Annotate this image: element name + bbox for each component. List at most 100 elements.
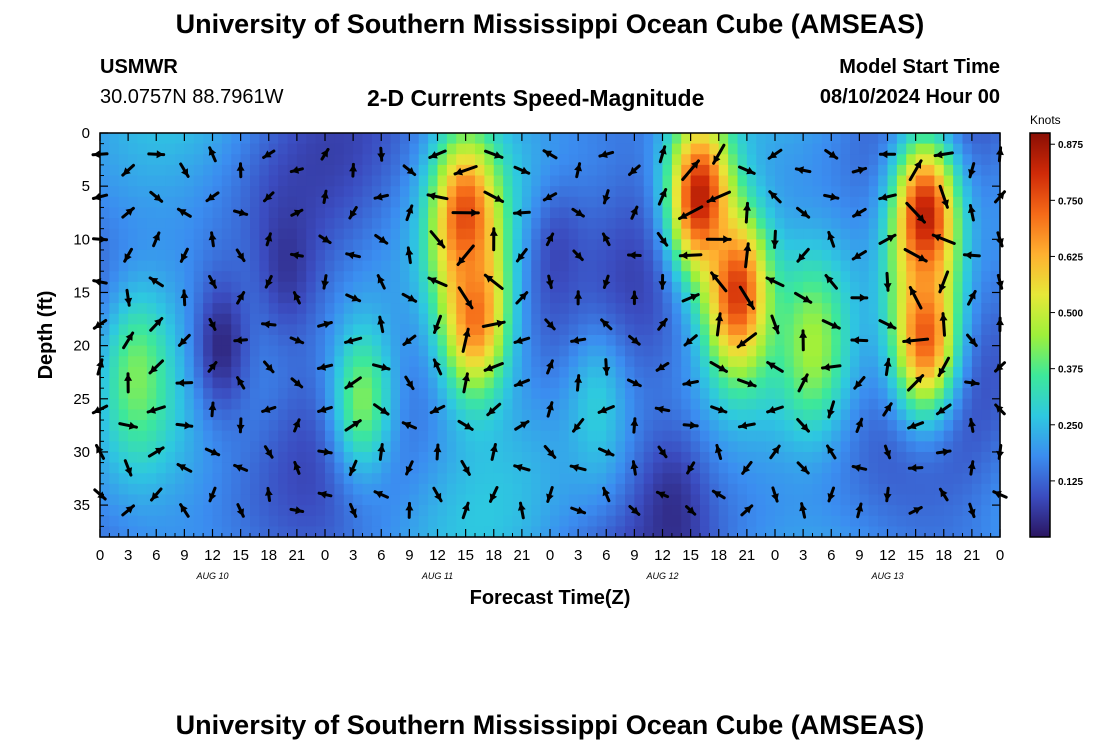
heat-cell: [503, 505, 514, 517]
heat-cell: [606, 154, 617, 166]
heat-cell: [175, 451, 185, 464]
heat-cell: [831, 164, 842, 177]
heat-cell: [193, 377, 204, 389]
heat-cell: [428, 260, 439, 272]
heat-cell: [371, 143, 382, 155]
heat-cell: [259, 345, 270, 357]
heat-cell: [540, 324, 551, 336]
vector-head: [150, 365, 158, 373]
heat-cell: [128, 345, 139, 357]
current-vector: [741, 460, 753, 475]
heat-cell: [381, 175, 392, 187]
heat-cell: [915, 324, 926, 336]
heat-cell: [784, 281, 795, 294]
heat-cell: [193, 154, 204, 166]
heat-cell: [596, 143, 607, 155]
heat-cell: [278, 366, 289, 379]
heat-cell: [812, 430, 823, 442]
heat-cell: [803, 218, 814, 230]
heat-cell: [943, 239, 954, 251]
heat-cell: [906, 249, 917, 262]
heat-cell: [315, 324, 326, 336]
heat-cell: [465, 335, 476, 347]
heat-cell: [240, 473, 251, 485]
heat-cell: [953, 281, 964, 294]
current-vector: [236, 162, 245, 179]
heat-cell: [934, 196, 945, 209]
chart-title: 2-D Currents Speed-Magnitude: [367, 85, 705, 111]
vector-head: [496, 319, 505, 328]
heat-cell: [709, 164, 720, 177]
heat-cell: [184, 175, 195, 187]
heat-cell: [606, 186, 617, 198]
heat-cell: [503, 473, 514, 485]
heat-cell: [259, 249, 270, 262]
heat-cell: [615, 451, 626, 464]
heat-cell: [100, 388, 110, 400]
heat-cell: [400, 398, 410, 411]
heat-cell: [193, 292, 204, 304]
heat-cell: [381, 441, 392, 453]
vector-head: [713, 491, 722, 499]
heat-cell: [128, 473, 139, 485]
heat-cell: [943, 281, 954, 294]
x-tick-label: 15: [682, 547, 699, 564]
heat-cell: [700, 324, 710, 336]
heat-cell: [859, 154, 870, 166]
heat-cell: [587, 324, 598, 336]
heat-cell: [756, 164, 767, 177]
current-vector: [427, 276, 448, 288]
heat-cell: [896, 249, 907, 262]
heat-cell: [428, 303, 439, 315]
heat-cell: [746, 505, 757, 517]
heat-cell: [512, 430, 523, 442]
heat-cell: [850, 356, 860, 368]
heat-cell: [315, 430, 326, 442]
heat-cell: [559, 356, 570, 368]
vector-head: [886, 321, 895, 329]
heat-cell: [953, 207, 964, 219]
heat-cell: [653, 462, 664, 474]
heat-cell: [540, 186, 551, 198]
heat-cell: [109, 335, 120, 347]
heat-cell: [943, 366, 954, 379]
heat-cell: [962, 420, 973, 432]
current-vector: [179, 247, 189, 263]
heat-cell: [690, 345, 701, 357]
heat-cell: [231, 515, 242, 527]
heat-cell: [737, 345, 748, 357]
heat-cell: [240, 420, 251, 432]
heat-cell: [231, 175, 242, 187]
heat-cell: [643, 154, 654, 166]
heat-cell: [409, 451, 420, 464]
heat-cell: [681, 228, 692, 240]
heat-cell: [559, 313, 570, 325]
heat-cell: [259, 451, 270, 464]
heat-cell: [971, 271, 982, 283]
heat-cell: [371, 260, 382, 272]
heat-cell: [728, 388, 739, 400]
vector-head: [630, 461, 639, 470]
heat-cell: [981, 218, 992, 230]
current-vector: [148, 359, 164, 375]
heat-cell: [953, 186, 964, 198]
heat-cell: [362, 473, 373, 485]
heat-cell: [784, 366, 795, 379]
heat-cell: [456, 515, 467, 527]
heat-cell: [981, 133, 992, 145]
heat-cell: [109, 281, 120, 294]
heat-cell: [259, 483, 270, 496]
heat-cell: [296, 494, 307, 506]
vector-head: [879, 193, 888, 201]
heat-cell: [175, 249, 185, 262]
heat-cell: [568, 260, 579, 272]
heat-cell: [184, 473, 195, 485]
current-vector: [658, 273, 667, 290]
heat-cell: [981, 473, 992, 485]
heat-cell: [803, 313, 814, 325]
heat-cell: [671, 441, 682, 453]
heat-cell: [868, 303, 879, 315]
heat-cell: [634, 281, 645, 294]
vector-head: [152, 232, 160, 241]
heat-cell: [840, 249, 851, 262]
